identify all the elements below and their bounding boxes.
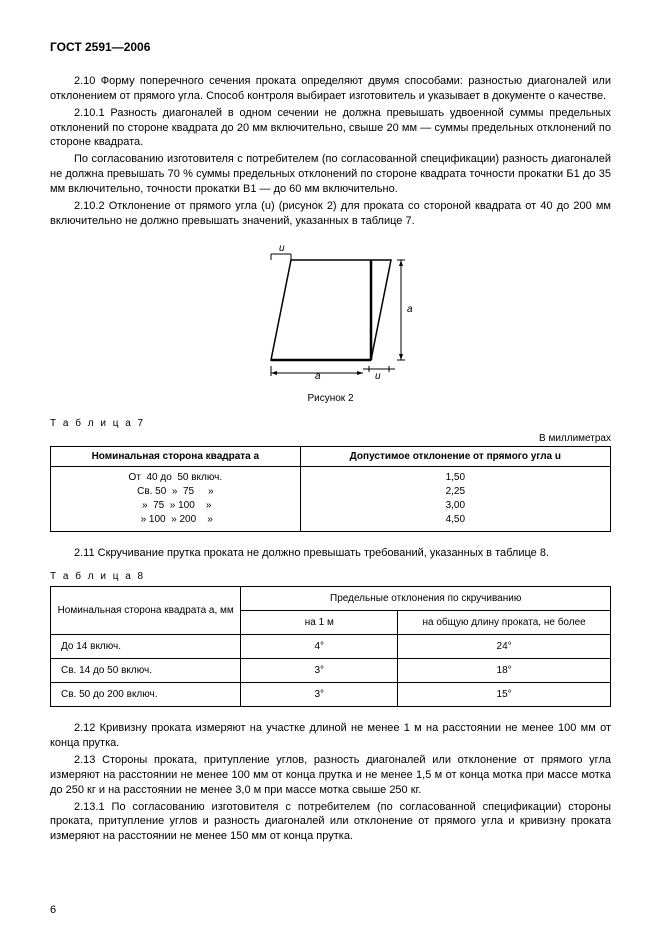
para-2-11: 2.11 Скручивание прутка проката не должн… [50, 546, 611, 561]
table7-label: Т а б л и ц а 7 [50, 418, 611, 429]
t7-row-range: » 100 » 200 » [57, 513, 294, 527]
t8-c3: 24° [398, 635, 611, 659]
figure-svg: u u a a [241, 240, 421, 380]
label-a-right: a [407, 304, 413, 315]
t7-row-range: Св. 50 » 75 » [57, 485, 294, 499]
t7-row-val: 3,00 [307, 499, 604, 513]
t8-c2: 3° [241, 683, 398, 707]
doc-header: ГОСТ 2591—2006 [50, 40, 611, 54]
para-2-10-1: 2.10.1 Разность диагоналей в одном сечен… [50, 106, 611, 151]
t8-c1: До 14 включ. [51, 635, 241, 659]
para-2-13-1: 2.13.1 По согласованию изготовителя с по… [50, 800, 611, 845]
para-2-10-1b: По согласованию изготовителя с потребите… [50, 152, 611, 197]
t7-row-val: 4,50 [307, 513, 604, 527]
label-u-bottom: u [375, 371, 381, 380]
t8-col3-header: на общую длину проката, не более [398, 611, 611, 635]
table-7: Номинальная сторона квадрата a Допустимо… [50, 446, 611, 532]
label-a-bottom: a [315, 371, 321, 380]
t7-row-val: 1,50 [307, 471, 604, 485]
para-2-13: 2.13 Стороны проката, притупление углов,… [50, 753, 611, 798]
table-row: Св. 50 до 200 включ. 3° 15° [51, 683, 611, 707]
t7-row-val: 2,25 [307, 485, 604, 499]
label-u-top: u [279, 243, 285, 254]
t7-col2-header: Допустимое отклонение от прямого угла u [300, 447, 610, 467]
t7-col1-header: Номинальная сторона квадрата a [51, 447, 301, 467]
table-8: Номинальная сторона квадрата a, мм Преде… [50, 586, 611, 707]
para-2-12: 2.12 Кривизну проката измеряют на участк… [50, 721, 611, 751]
figure-2: u u a a [50, 240, 611, 383]
table7-units: В миллиметрах [50, 433, 611, 444]
t8-c3: 15° [398, 683, 611, 707]
t8-col2-header: на 1 м [241, 611, 398, 635]
table-row: До 14 включ. 4° 24° [51, 635, 611, 659]
t8-c1: Св. 14 до 50 включ. [51, 659, 241, 683]
page-number: 6 [50, 904, 56, 916]
table8-label: Т а б л и ц а 8 [50, 571, 611, 582]
para-2-10-2: 2.10.2 Отклонение от прямого угла (u) (р… [50, 199, 611, 229]
t7-row-range: От 40 до 50 включ. [57, 471, 294, 485]
para-2-10: 2.10 Форму поперечного сечения проката о… [50, 74, 611, 104]
t8-c2: 4° [241, 635, 398, 659]
t8-col1-header: Номинальная сторона квадрата a, мм [51, 587, 241, 635]
t8-c2: 3° [241, 659, 398, 683]
t8-c1: Св. 50 до 200 включ. [51, 683, 241, 707]
t8-c3: 18° [398, 659, 611, 683]
t7-row-range: » 75 » 100 » [57, 499, 294, 513]
table-row: Св. 14 до 50 включ. 3° 18° [51, 659, 611, 683]
figure-caption: Рисунок 2 [50, 393, 611, 404]
t8-group-header: Предельные отклонения по скручиванию [241, 587, 611, 611]
